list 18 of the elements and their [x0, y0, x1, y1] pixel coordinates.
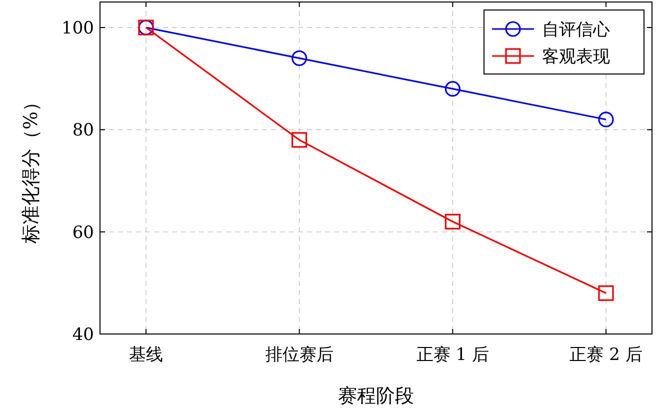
legend-label: 客观表现	[542, 47, 610, 67]
x-tick-label: 正赛 2 后	[570, 345, 642, 365]
x-tick-label: 正赛 1 后	[416, 345, 489, 365]
point	[444, 81, 460, 97]
y-tick-label: 100	[62, 18, 94, 39]
x-tick-label: 基线	[129, 345, 163, 365]
point	[292, 50, 308, 66]
point	[598, 112, 614, 128]
point	[292, 132, 308, 148]
x-axis-title: 赛程阶段	[338, 385, 414, 407]
y-tick-label: 80	[72, 120, 94, 141]
y-axis-title: 标准化得分（%）	[20, 92, 42, 245]
point	[444, 214, 460, 230]
y-tick-label: 60	[72, 222, 94, 243]
x-tick-label: 排位赛后	[265, 345, 334, 365]
legend-label: 自评信心	[542, 20, 610, 40]
point	[598, 285, 614, 301]
y-tick-label: 40	[72, 325, 94, 345]
